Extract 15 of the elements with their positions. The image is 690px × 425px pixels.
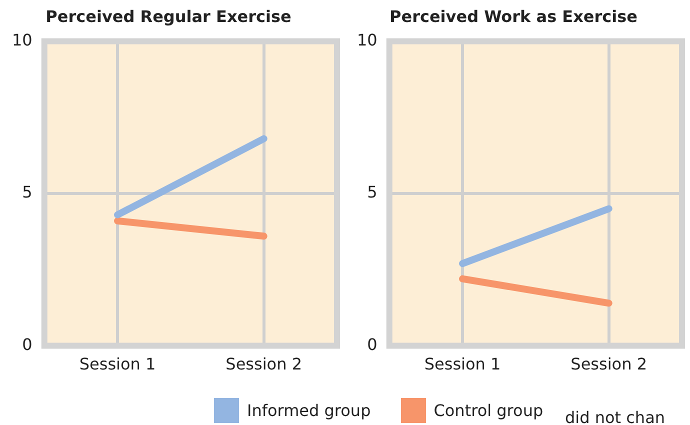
chart-title: Perceived Work as Exercise (390, 6, 638, 26)
y-tick-label: 10 (12, 30, 32, 50)
x-tick-label: Session 1 (79, 354, 156, 374)
legend-label: Control group (434, 401, 544, 420)
y-tick-label: 0 (367, 334, 378, 354)
legend-label: Informed group (247, 401, 371, 420)
x-tick-label: Session 2 (570, 354, 647, 374)
y-tick-label: 5 (22, 182, 32, 202)
text: did not chan (565, 408, 666, 425)
x-tick-label: Session 2 (226, 354, 302, 374)
y-tick-label: 0 (22, 334, 32, 354)
y-tick-label: 10 (357, 30, 378, 50)
x-tick-label: Session 1 (424, 354, 501, 374)
chart-title: Perceived Regular Exercise (46, 6, 292, 26)
y-tick-label: 5 (367, 182, 378, 202)
